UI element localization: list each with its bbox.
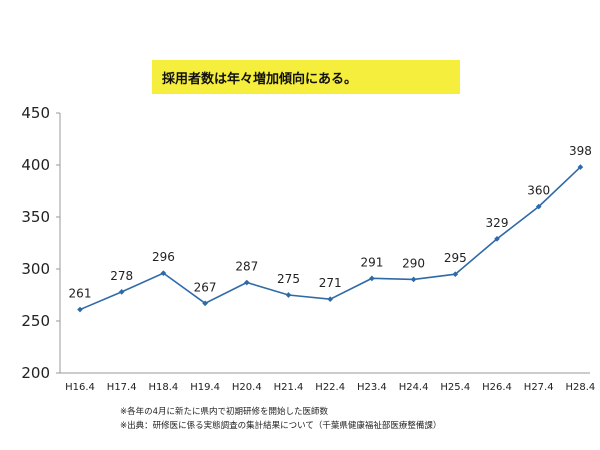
data-label: 291 [360,255,383,269]
data-label: 360 [527,184,550,198]
data-point [410,276,417,283]
data-label: 271 [319,276,342,290]
y-tick-label: 450 [21,104,50,122]
data-label: 295 [444,251,467,265]
x-tick-label: H17.4 [107,382,137,393]
x-tick-label: H25.4 [440,382,470,393]
data-label: 261 [69,287,92,301]
data-point [327,296,334,302]
data-point [243,279,250,286]
x-tick-label: H23.4 [357,382,387,393]
x-tick-label: H21.4 [274,382,304,393]
data-label: 275 [277,272,300,286]
x-tick-label: H20.4 [232,382,262,393]
data-label: 278 [110,269,133,283]
headline-text: 採用者数は年々増加傾向にある。 [162,71,358,87]
x-tick-label: H26.4 [482,382,512,393]
y-tick-label: 350 [21,208,50,226]
data-label: 290 [402,256,425,270]
y-tick-label: 400 [21,156,50,174]
data-point [77,306,83,313]
data-point [160,270,167,276]
data-label: 296 [152,250,175,264]
y-tick-label: 300 [21,260,50,278]
data-point [535,203,542,210]
data-label: 329 [486,216,509,230]
x-tick-label: H24.4 [399,382,429,393]
data-label: 287 [235,260,258,274]
data-point [494,236,500,242]
x-tick-label: H18.4 [149,382,179,393]
data-point [452,271,459,278]
x-tick-label: H27.4 [524,382,554,393]
y-tick-label: 200 [21,364,50,382]
footnote-2: ※出典：研修医に係る実態調査の集計結果について（千葉県健康福祉部医療整備課） [120,421,442,431]
data-point [369,275,375,282]
x-tick-label: H22.4 [315,382,345,393]
data-point [285,292,292,298]
footnotes: ※各年の4月に新たに県内で初期研修を開始した医師数 ※出典：研修医に係る実態調査… [120,405,441,433]
data-point [118,289,125,295]
x-tick-label: H28.4 [566,382,596,393]
data-label: 267 [194,280,217,294]
headline-banner: 採用者数は年々増加傾向にある。 [152,60,460,94]
x-tick-label: H19.4 [190,382,220,393]
x-tick-label: H16.4 [65,382,95,393]
data-point [577,164,584,170]
y-tick-label: 250 [21,312,50,330]
footnote-1: ※各年の4月に新たに県内で初期研修を開始した医師数 [120,407,329,417]
data-label: 398 [569,144,592,158]
data-point [202,300,208,307]
